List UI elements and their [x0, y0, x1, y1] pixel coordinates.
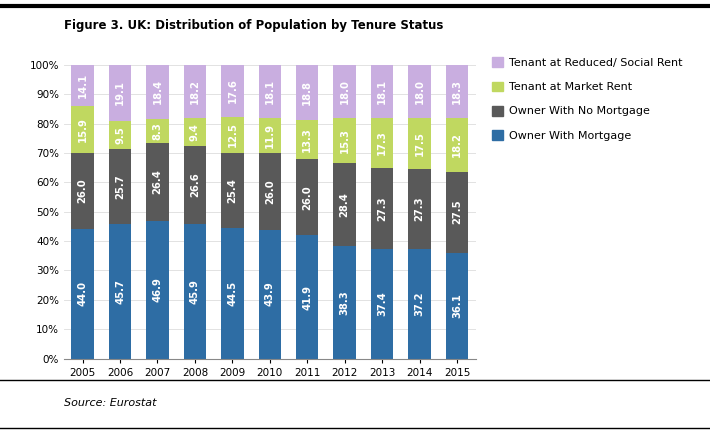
Text: 26.0: 26.0 — [265, 179, 275, 204]
Bar — [258, 229, 281, 359]
Bar — [258, 153, 281, 229]
Bar — [296, 120, 319, 159]
Text: 19.1: 19.1 — [115, 80, 125, 105]
Legend: Tenant at Reduced/ Social Rent, Tenant at Market Rent, Owner With No Mortgage, O: Tenant at Reduced/ Social Rent, Tenant a… — [492, 57, 682, 140]
Bar — [221, 117, 244, 153]
Bar — [446, 172, 468, 253]
Text: 18.2: 18.2 — [452, 133, 462, 157]
Text: 18.0: 18.0 — [415, 79, 425, 104]
Text: 37.4: 37.4 — [377, 291, 387, 316]
Bar — [258, 65, 281, 118]
Text: 25.4: 25.4 — [227, 178, 237, 203]
Text: 18.0: 18.0 — [339, 79, 349, 104]
Bar — [371, 249, 393, 359]
Bar — [334, 65, 356, 118]
Bar — [72, 153, 94, 229]
Text: 17.5: 17.5 — [415, 131, 425, 156]
Bar — [446, 118, 468, 172]
Text: 45.9: 45.9 — [190, 279, 200, 304]
Bar — [146, 221, 169, 359]
Text: 17.3: 17.3 — [377, 131, 387, 156]
Bar — [109, 121, 131, 149]
Text: 18.2: 18.2 — [190, 79, 200, 104]
Text: 41.9: 41.9 — [302, 285, 312, 309]
Bar — [221, 153, 244, 228]
Text: 46.9: 46.9 — [153, 277, 163, 302]
Bar — [296, 235, 319, 359]
Text: 8.3: 8.3 — [153, 122, 163, 140]
Text: 26.6: 26.6 — [190, 172, 200, 197]
Bar — [221, 65, 244, 117]
Bar — [72, 229, 94, 359]
Bar — [408, 118, 431, 169]
Bar — [334, 162, 356, 246]
Bar — [109, 65, 131, 121]
Bar — [408, 65, 431, 118]
Bar — [72, 65, 94, 106]
Text: 44.0: 44.0 — [77, 281, 87, 306]
Text: 26.4: 26.4 — [153, 170, 163, 194]
Text: 15.9: 15.9 — [77, 117, 87, 142]
Text: 17.6: 17.6 — [227, 78, 237, 103]
Text: Source: Eurostat: Source: Eurostat — [64, 398, 156, 408]
Bar — [296, 159, 319, 235]
Bar — [371, 168, 393, 249]
Text: 27.5: 27.5 — [452, 200, 462, 225]
Bar — [221, 228, 244, 359]
Text: 26.0: 26.0 — [77, 179, 87, 203]
Text: 28.4: 28.4 — [339, 192, 349, 217]
Bar — [146, 119, 169, 143]
Bar — [371, 118, 393, 168]
Text: 43.9: 43.9 — [265, 282, 275, 306]
Text: 9.5: 9.5 — [115, 126, 125, 144]
Bar — [184, 64, 206, 118]
Bar — [258, 118, 281, 153]
Text: 9.4: 9.4 — [190, 123, 200, 141]
Bar — [109, 149, 131, 224]
Text: 14.1: 14.1 — [77, 73, 87, 98]
Bar — [184, 224, 206, 359]
Text: 25.7: 25.7 — [115, 174, 125, 199]
Bar — [109, 224, 131, 359]
Bar — [408, 169, 431, 249]
Bar — [184, 118, 206, 146]
Bar — [334, 118, 356, 162]
Text: 15.3: 15.3 — [339, 128, 349, 152]
Text: 18.1: 18.1 — [377, 79, 387, 104]
Bar — [146, 143, 169, 221]
Bar — [446, 64, 468, 118]
Text: 26.0: 26.0 — [302, 185, 312, 210]
Bar — [184, 146, 206, 224]
Bar — [72, 106, 94, 153]
Text: 36.1: 36.1 — [452, 293, 462, 318]
Text: 27.3: 27.3 — [415, 197, 425, 222]
Bar — [296, 65, 319, 120]
Bar — [446, 253, 468, 359]
Text: 11.9: 11.9 — [265, 123, 275, 148]
Text: 18.1: 18.1 — [265, 79, 275, 104]
Text: 18.4: 18.4 — [153, 79, 163, 105]
Text: 12.5: 12.5 — [227, 122, 237, 147]
Bar — [146, 65, 169, 119]
Text: 45.7: 45.7 — [115, 279, 125, 304]
Text: 13.3: 13.3 — [302, 127, 312, 152]
Text: 18.3: 18.3 — [452, 79, 462, 104]
Text: Figure 3. UK: Distribution of Population by Tenure Status: Figure 3. UK: Distribution of Population… — [64, 19, 443, 32]
Text: 44.5: 44.5 — [227, 281, 237, 306]
Text: 37.2: 37.2 — [415, 292, 425, 316]
Text: 38.3: 38.3 — [339, 290, 349, 314]
Bar — [371, 64, 393, 118]
Bar — [334, 246, 356, 359]
Bar — [408, 249, 431, 359]
Text: 18.8: 18.8 — [302, 80, 312, 105]
Text: 27.3: 27.3 — [377, 197, 387, 221]
